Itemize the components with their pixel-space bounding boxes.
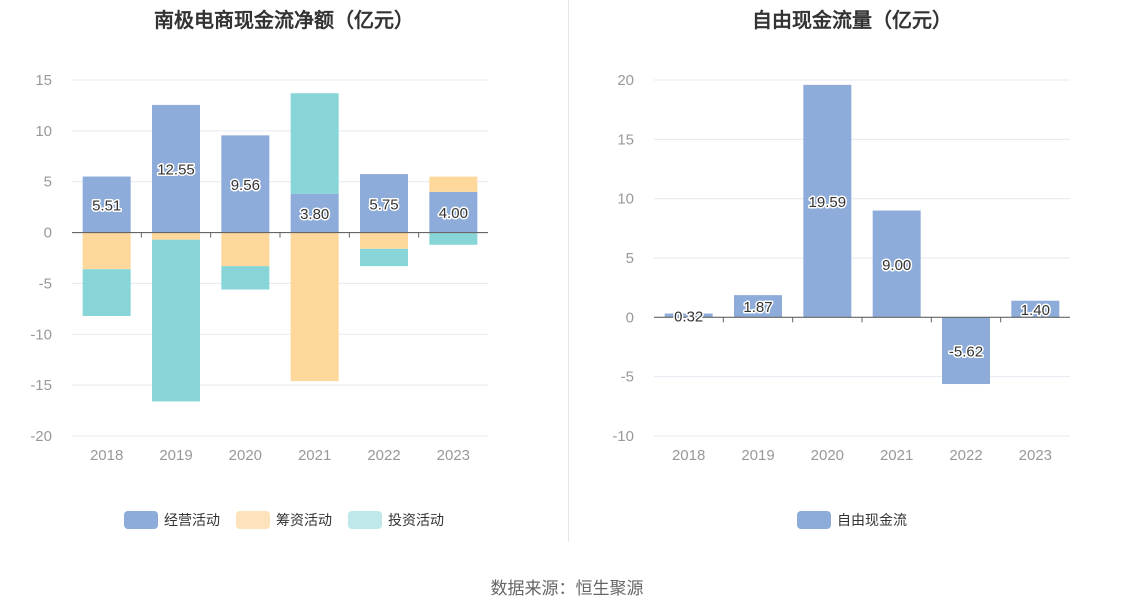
x-tick-label: 2022: [367, 447, 400, 464]
bar-cf-1-2019: [152, 232, 200, 240]
legend-swatch-investing: [348, 511, 382, 529]
y-tick-label: 0: [626, 309, 634, 326]
bar-fcf-0-2020: [803, 84, 852, 318]
legend-swatch-financing: [236, 511, 270, 529]
bar-cf-0-2022: [360, 174, 408, 233]
legend-swatch-fcf: [797, 511, 831, 529]
bar-cf-2-2021: [290, 93, 339, 194]
bar-cf-0-2020: [221, 135, 270, 233]
cashflow-chart-panel: 南极电商现金流净额（亿元） 15 10 5 0 -5 -10 -15 -20 2018 2019 2…: [0, 0, 568, 560]
y-tick-label: 15: [617, 131, 634, 148]
y-tick-label: 20: [617, 72, 634, 89]
bar-fcf-0-2023: [1011, 300, 1060, 318]
fcf-chart-svg: 20 15 10 5 0 -5 -10 2018 2019 2020 2021 2022 2023 0.3…: [612, 72, 1070, 464]
x-tick-label: 2019: [159, 447, 192, 464]
legend-label-investing: 投资活动: [388, 512, 444, 528]
data-source: 数据来源：恒生聚源: [490, 579, 644, 598]
y-tick-label: -10: [30, 326, 52, 343]
legend-item-operating[interactable]: 经营活动: [124, 510, 220, 530]
bar-cf-2-2023: [429, 232, 478, 245]
data-label: 9.56: [231, 177, 260, 194]
data-label: 4.00: [439, 205, 468, 222]
y-tick-label: 10: [617, 191, 634, 208]
x-tick-label: 2020: [811, 447, 844, 464]
legend-item-fcf[interactable]: 自由现金流: [797, 510, 907, 530]
legend-label-fcf: 自由现金流: [837, 512, 907, 528]
fcf-chart-panel: 自由现金流量（亿元） 20 15 10 5 0 -5 -10 2018 2019 2020 2021…: [570, 0, 1134, 560]
bar-cf-2-2022: [360, 248, 408, 267]
bar-cf-0-2018: [82, 176, 131, 233]
y-tick-label: -5: [621, 369, 634, 386]
bar-cf-2-2018: [82, 269, 131, 316]
x-tick-label: 2018: [90, 447, 123, 464]
x-tick-label: 2021: [298, 447, 331, 464]
bar-cf-1-2023: [429, 176, 478, 192]
bar-cf-0-2021: [290, 193, 339, 233]
x-tick-label: 2018: [672, 447, 705, 464]
data-label: 1.40: [1021, 302, 1050, 319]
cashflow-chart-svg: 15 10 5 0 -5 -10 -15 -20 2018 2019 2020 2021 2022 202…: [30, 72, 488, 464]
x-tick-label: 2021: [880, 447, 913, 464]
data-label: 1.87: [743, 299, 772, 316]
legend-item-financing[interactable]: 筹资活动: [236, 510, 332, 530]
data-label: 19.59: [809, 194, 847, 211]
bar-fcf-0-2021: [872, 210, 921, 318]
fcf-chart-title: 自由现金流量（亿元）: [752, 10, 952, 32]
y-tick-label: 5: [626, 250, 634, 267]
y-tick-label: 15: [35, 72, 52, 89]
y-tick-label: 5: [44, 174, 52, 191]
y-tick-label: -5: [39, 275, 52, 292]
bar-fcf-0-2022: [942, 317, 990, 385]
x-tick-label: 2019: [741, 447, 774, 464]
x-tick-label: 2023: [437, 447, 470, 464]
data-label: 5.51: [92, 198, 121, 215]
cashflow-chart-title: 南极电商现金流净额（亿元）: [154, 10, 414, 32]
y-tick-label: 10: [35, 123, 52, 140]
legend-label-operating: 经营活动: [164, 512, 220, 528]
y-tick-label: 0: [44, 225, 52, 242]
bar-cf-1-2021: [290, 232, 339, 382]
panel-divider: [568, 0, 569, 542]
x-tick-label: 2022: [949, 447, 982, 464]
data-label: -5.62: [949, 344, 983, 361]
data-label: 9.00: [882, 257, 911, 274]
bar-cf-1-2018: [82, 232, 131, 270]
fcf-legend: 自由现金流: [570, 510, 1134, 530]
y-tick-label: -15: [30, 377, 52, 394]
bar-fcf-0-2019: [734, 295, 782, 318]
bar-cf-1-2022: [360, 232, 408, 249]
bar-cf-1-2020: [221, 232, 270, 267]
data-label: 0.32: [674, 308, 703, 325]
legend-item-investing[interactable]: 投资活动: [348, 510, 444, 530]
legend-swatch-operating: [124, 511, 158, 529]
cashflow-legend: 经营活动 筹资活动 投资活动: [0, 510, 568, 530]
x-tick-label: 2020: [229, 447, 262, 464]
bar-cf-0-2019: [152, 104, 200, 233]
legend-label-financing: 筹资活动: [276, 512, 332, 528]
bar-cf-0-2023: [429, 191, 478, 233]
bar-cf-2-2020: [221, 266, 270, 290]
x-tick-label: 2023: [1019, 447, 1052, 464]
bar-cf-2-2019: [152, 239, 200, 402]
data-label: 5.75: [369, 196, 398, 213]
y-tick-label: -10: [612, 428, 634, 445]
y-tick-label: -20: [30, 428, 52, 445]
bar-fcf-0-2018: [664, 313, 713, 318]
data-label: 3.80: [300, 206, 329, 223]
data-label: 12.55: [157, 162, 195, 179]
